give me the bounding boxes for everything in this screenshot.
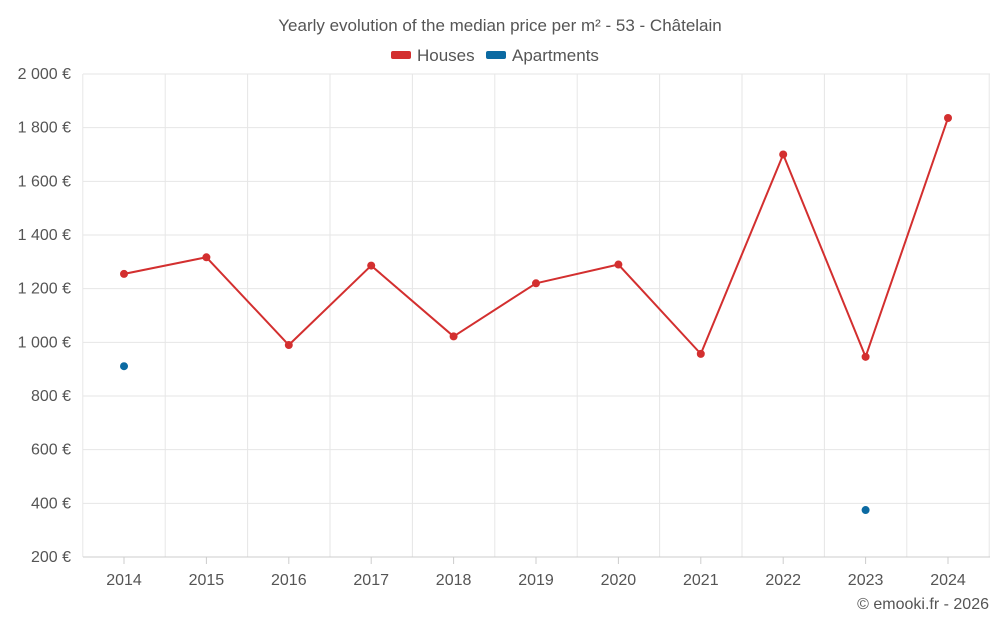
- legend-label-houses: Houses: [417, 46, 475, 65]
- x-tick-label: 2023: [848, 572, 884, 589]
- data-point-houses[interactable]: [449, 332, 458, 341]
- y-tick-label: 1 400 €: [18, 227, 71, 244]
- chart-title: Yearly evolution of the median price per…: [278, 16, 722, 35]
- y-tick-label: 400 €: [31, 495, 71, 512]
- data-point-houses[interactable]: [861, 352, 870, 361]
- y-tick-label: 1 800 €: [18, 120, 71, 137]
- legend-item-houses[interactable]: Houses: [391, 46, 475, 65]
- data-point-houses[interactable]: [202, 253, 211, 262]
- x-tick-label: 2016: [271, 572, 307, 589]
- y-tick-label: 800 €: [31, 388, 71, 405]
- x-tick-label: 2019: [518, 572, 554, 589]
- legend-item-apartments[interactable]: Apartments: [486, 46, 599, 65]
- legend-swatch-apartments: [486, 51, 506, 59]
- plot-area: [120, 114, 952, 515]
- credit-text: © emooki.fr - 2026: [857, 596, 989, 613]
- data-point-houses[interactable]: [367, 261, 376, 270]
- x-tick-label: 2015: [189, 572, 225, 589]
- y-tick-label: 1 000 €: [18, 334, 71, 351]
- x-tick-label: 2022: [765, 572, 801, 589]
- y-tick-label: 1 600 €: [18, 173, 71, 190]
- data-point-houses[interactable]: [614, 260, 623, 269]
- x-axis: 2014 2015 2016 2017 2018 2019 2020 2021 2022 2023…: [83, 556, 990, 589]
- legend: Houses Apartments: [391, 46, 599, 65]
- x-tick-label: 2021: [683, 572, 719, 589]
- y-tick-label: 200 €: [31, 549, 71, 566]
- x-tick-label: 2018: [436, 572, 472, 589]
- data-point-houses[interactable]: [696, 349, 705, 358]
- legend-swatch-houses: [391, 51, 411, 59]
- data-point-houses[interactable]: [779, 150, 788, 159]
- data-point-houses[interactable]: [284, 341, 293, 350]
- legend-label-apartments: Apartments: [512, 46, 599, 65]
- x-tick-label: 2024: [930, 572, 966, 589]
- y-tick-label: 1 200 €: [18, 281, 71, 298]
- y-axis: 200 € 400 € 600 € 800 € 1 000 € 1 200 € 1 400 …: [18, 66, 71, 566]
- y-tick-label: 600 €: [31, 442, 71, 459]
- data-point-apartments[interactable]: [120, 362, 128, 371]
- x-tick-label: 2020: [601, 572, 637, 589]
- y-tick-label: 2 000 €: [18, 66, 71, 83]
- data-point-houses[interactable]: [120, 269, 128, 278]
- data-point-apartments[interactable]: [861, 506, 870, 515]
- data-point-houses[interactable]: [944, 114, 952, 123]
- grid: [82, 73, 990, 557]
- data-point-houses[interactable]: [532, 279, 540, 288]
- x-tick-label: 2017: [353, 572, 389, 589]
- x-tick-label: 2014: [106, 572, 142, 589]
